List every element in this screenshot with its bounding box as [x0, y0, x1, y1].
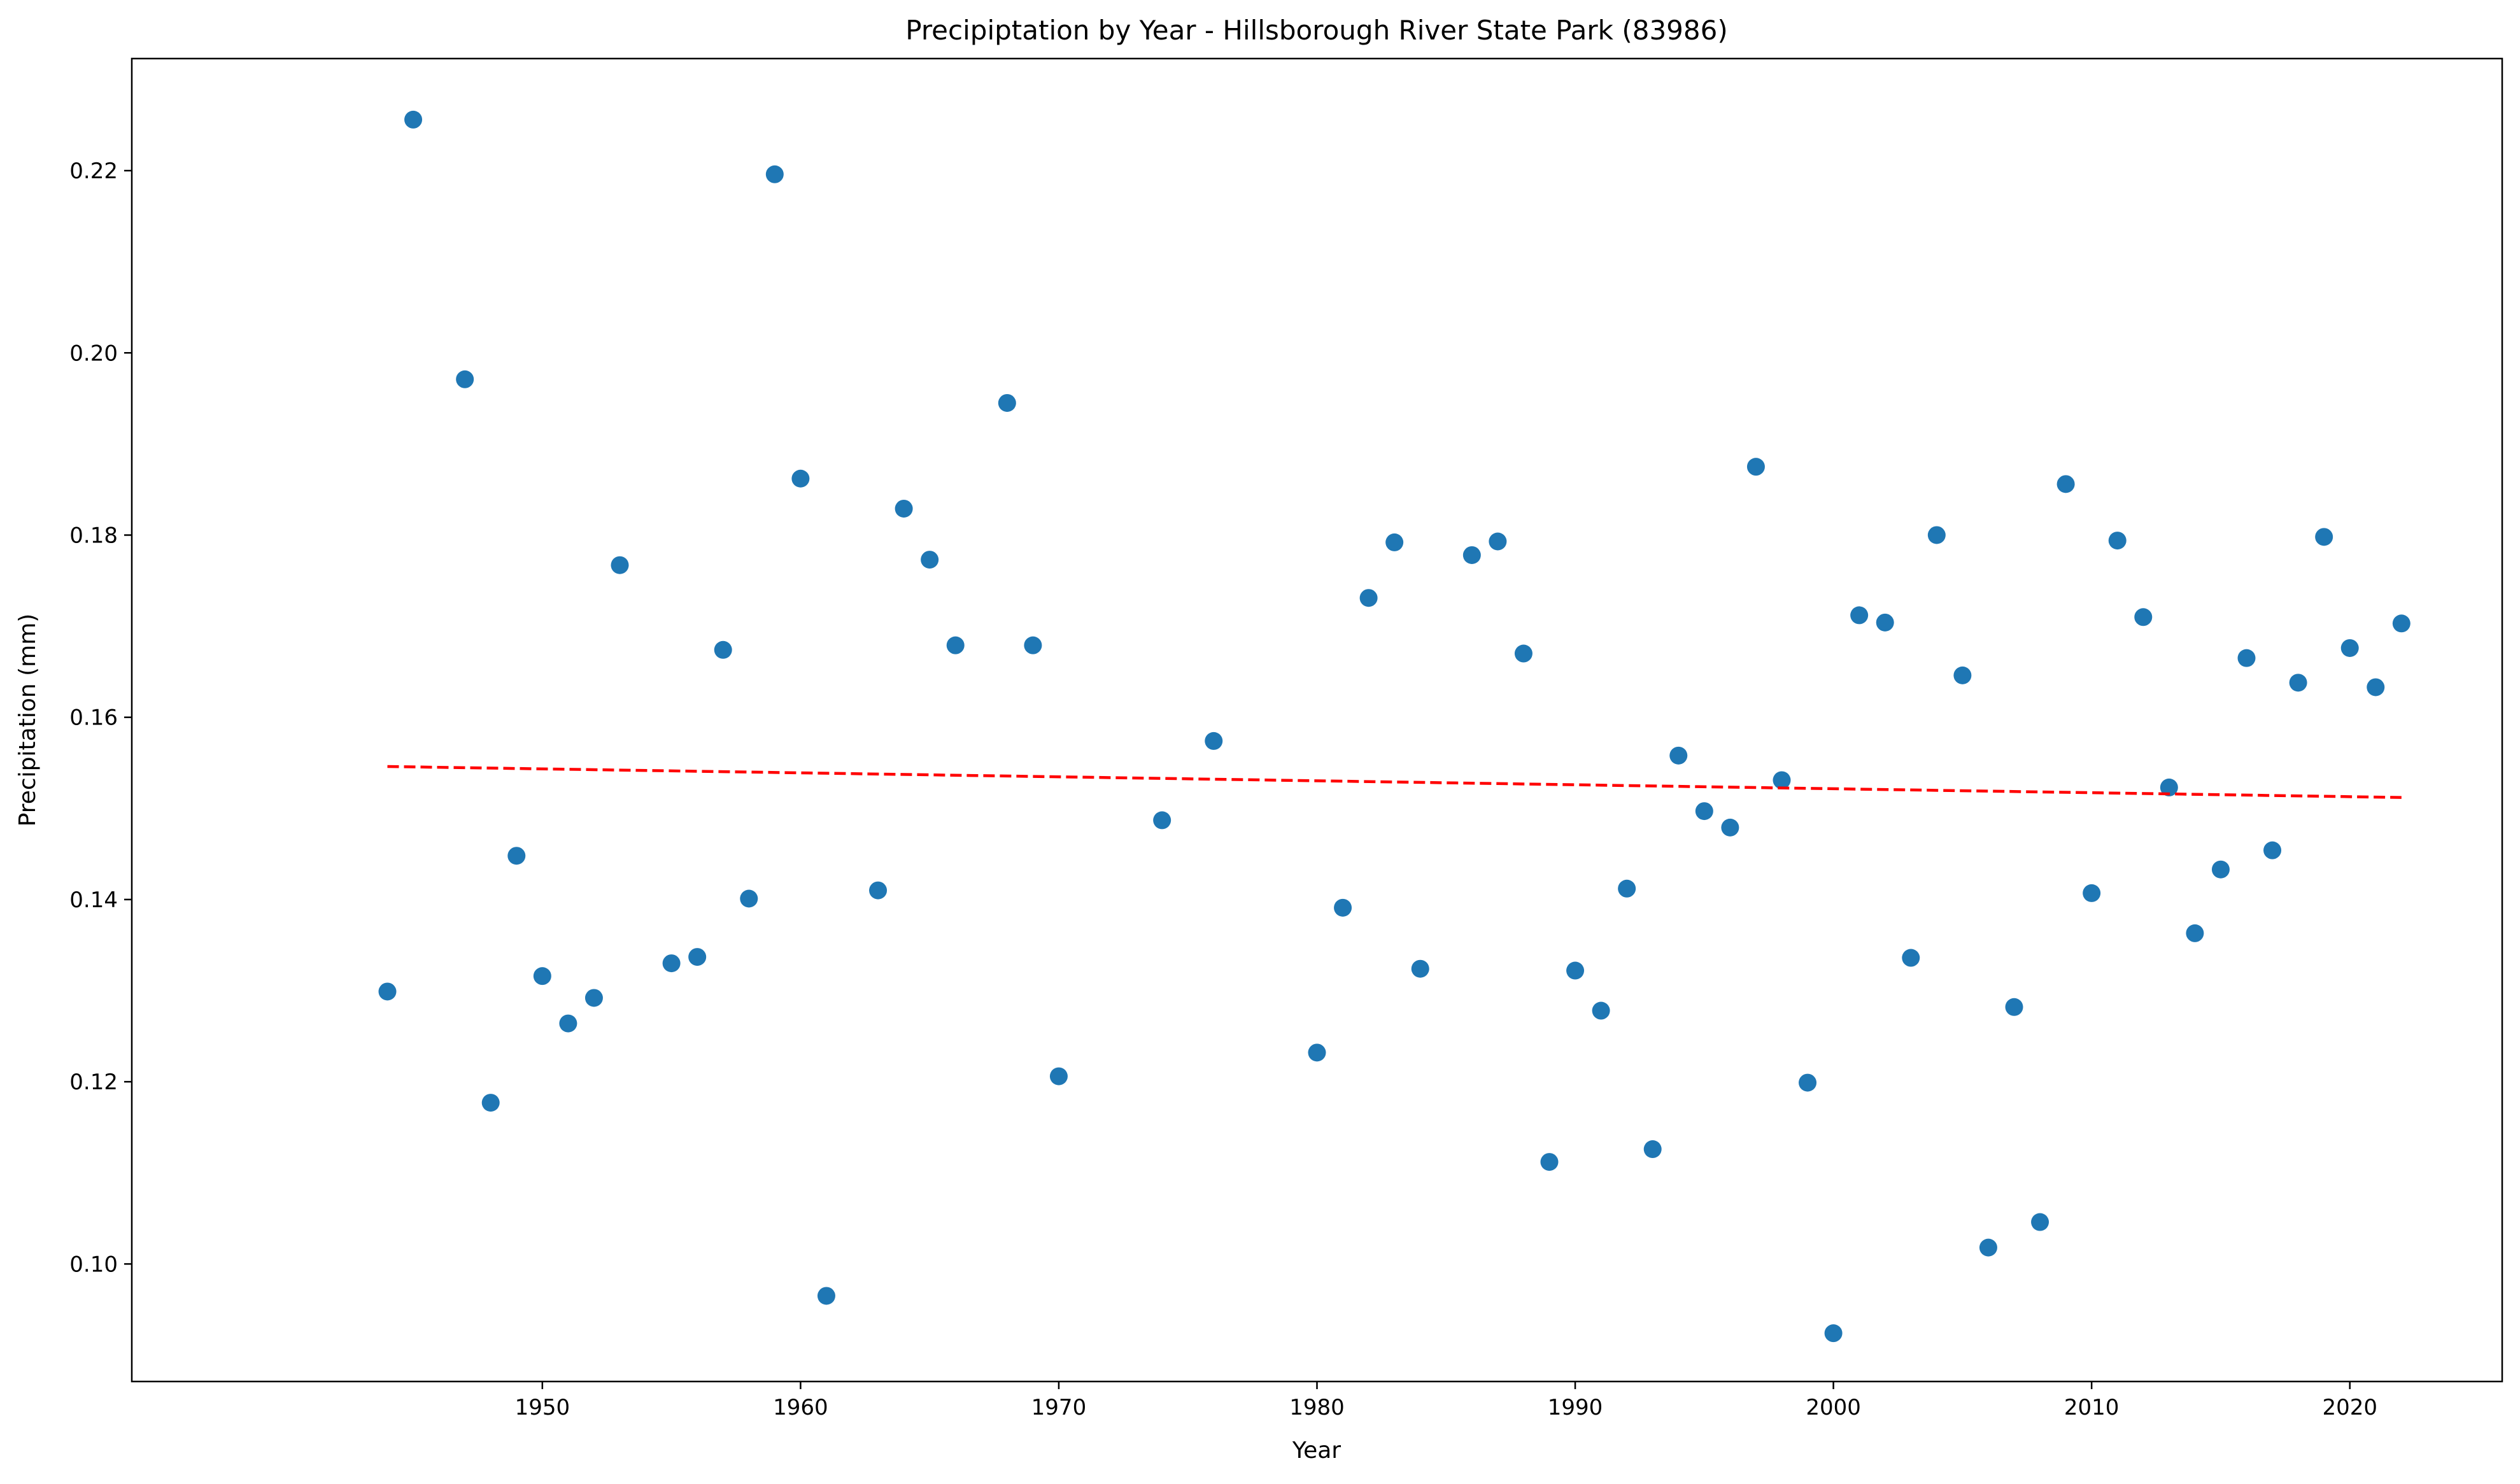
- data-point: [481, 1094, 500, 1112]
- data-point: [1540, 1153, 1559, 1171]
- x-tick-label: 1980: [1289, 1395, 1345, 1420]
- plot-area: [131, 57, 2503, 1383]
- data-point: [2237, 649, 2256, 667]
- data-point: [817, 1287, 835, 1305]
- data-point: [2083, 884, 2101, 902]
- trend-layer: [387, 765, 2402, 799]
- data-point: [2211, 860, 2230, 879]
- data-point: [1489, 532, 1507, 551]
- data-point: [2108, 532, 2127, 550]
- data-point: [2134, 608, 2153, 626]
- data-point: [998, 393, 1016, 412]
- x-tick-label: 2010: [2064, 1395, 2120, 1420]
- data-point: [507, 847, 526, 865]
- data-point: [2031, 1213, 2049, 1231]
- data-point: [1824, 1324, 1843, 1343]
- y-tick-label: 0.16: [69, 705, 118, 731]
- points-layer: [378, 110, 2410, 1343]
- data-point: [1334, 898, 1352, 917]
- data-point: [740, 889, 758, 908]
- data-point: [611, 556, 629, 574]
- data-point: [2392, 614, 2410, 633]
- data-point: [2160, 778, 2178, 796]
- y-axis-label: Precipitation (mm): [15, 614, 41, 827]
- data-point: [1669, 746, 1688, 765]
- data-point: [946, 636, 965, 654]
- data-point: [1205, 731, 1223, 750]
- data-point: [1850, 606, 1869, 625]
- data-point: [2056, 475, 2075, 493]
- data-point: [404, 110, 423, 129]
- data-point: [1799, 1073, 1817, 1092]
- data-point: [2315, 528, 2333, 546]
- data-point: [1643, 1140, 1662, 1159]
- trend-line: [387, 765, 2402, 799]
- data-point: [2340, 639, 2359, 657]
- data-point: [1385, 533, 1404, 551]
- data-point: [895, 499, 913, 518]
- data-point: [688, 948, 707, 966]
- data-point: [1592, 1001, 1610, 1020]
- x-axis-label: Year: [1292, 1438, 1341, 1464]
- data-point: [1462, 546, 1481, 564]
- data-point: [1746, 458, 1765, 476]
- data-point: [1514, 644, 1533, 663]
- x-tick-label: 1960: [773, 1395, 828, 1420]
- data-point: [1927, 526, 1946, 544]
- data-point: [2263, 841, 2282, 859]
- y-tick-label: 0.10: [69, 1252, 118, 1277]
- data-point: [1902, 949, 1920, 967]
- data-point: [2367, 678, 2385, 696]
- data-point: [662, 954, 681, 973]
- data-point: [765, 165, 784, 183]
- data-point: [1876, 613, 1894, 632]
- data-point: [1024, 636, 1042, 654]
- chart-title: Precipiptation by Year - Hillsborough Ri…: [905, 15, 1727, 46]
- data-point: [378, 982, 397, 1001]
- data-point: [869, 881, 888, 900]
- data-point: [559, 1014, 577, 1033]
- data-point: [1308, 1043, 1326, 1062]
- data-point: [714, 640, 732, 659]
- data-point: [1411, 959, 1429, 978]
- data-point: [1566, 961, 1585, 980]
- data-point: [1773, 771, 1791, 789]
- y-tick-label: 0.20: [69, 341, 118, 366]
- data-point: [533, 967, 551, 986]
- x-tick-label: 2020: [2322, 1395, 2377, 1420]
- data-point: [791, 469, 810, 488]
- data-point: [2186, 924, 2204, 942]
- y-tick-label: 0.18: [69, 523, 118, 548]
- data-point: [921, 551, 939, 569]
- y-tick-label: 0.12: [69, 1070, 118, 1095]
- y-tick-label: 0.22: [69, 159, 118, 184]
- data-point: [1359, 589, 1378, 607]
- data-point: [1153, 811, 1172, 830]
- data-point: [1721, 818, 1739, 837]
- x-tick-label: 1950: [515, 1395, 570, 1420]
- data-point: [2005, 998, 2023, 1016]
- data-point: [1953, 666, 1972, 684]
- data-point: [456, 370, 474, 388]
- x-tick-label: 2000: [1806, 1395, 1861, 1420]
- y-tick-label: 0.14: [69, 887, 118, 913]
- x-tick-label: 1990: [1548, 1395, 1603, 1420]
- x-tick-label: 1970: [1031, 1395, 1087, 1420]
- data-point: [584, 989, 603, 1007]
- x-axis-ticks: 1950 1960 1970 1980 1990 2000 2010 2020: [515, 1382, 2377, 1420]
- data-point: [1049, 1067, 1068, 1085]
- y-axis-ticks: 0.10 0.12 0.14 0.16 0.18 0.20 0.22: [69, 159, 132, 1277]
- data-point: [2289, 674, 2307, 692]
- data-point: [1979, 1238, 1997, 1257]
- data-point: [1695, 802, 1713, 821]
- data-point: [1618, 879, 1636, 898]
